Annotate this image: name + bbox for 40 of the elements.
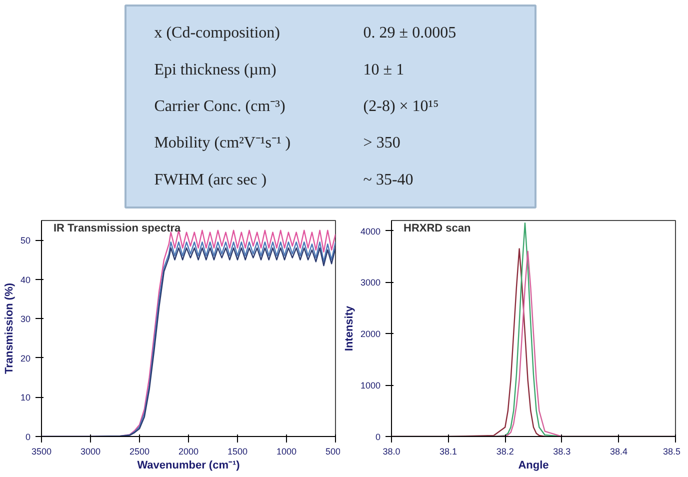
text: ~ 35-40 [363, 171, 414, 188]
x-tick-label: 38.3 [553, 446, 571, 456]
x-tick-label: 38.2 [496, 446, 514, 456]
x-tick-label: 2000 [178, 446, 199, 456]
y-tick-label: 0 [375, 432, 381, 442]
x-tick-label: 38.5 [662, 446, 681, 456]
text: > 350 [363, 134, 400, 152]
x-tick-label: 1000 [276, 446, 297, 456]
text: Epi thickness (µm) [154, 61, 276, 78]
x-tick-label: 3000 [80, 446, 101, 456]
x-axis-title: Angle [518, 460, 549, 472]
y-tick-label: 40 [20, 274, 31, 285]
y-axis-title: Intensity [343, 305, 356, 352]
text: Carrier Conc. (cm⁻³) [154, 98, 286, 115]
y-tick-label: 2000 [360, 329, 381, 340]
y-tick-label: 0 [25, 432, 31, 442]
y-tick-label: 1000 [360, 380, 381, 391]
x-axis-title: Wavenumber (cm⁻¹) [137, 460, 240, 472]
text: 10 ± 1 [363, 61, 404, 78]
x-tick-label: 1500 [227, 446, 248, 456]
x-tick-label: 38.1 [440, 446, 458, 456]
text: (2-8) × 10¹⁵ [363, 98, 439, 115]
y-tick-label: 30 [20, 314, 31, 324]
chart-title: IR Transmission spectra [54, 222, 182, 234]
chart-title: HRXRD scan [404, 222, 472, 234]
text: FWHM (arc sec ) [154, 171, 267, 188]
x-tick-label: 500 [325, 446, 341, 456]
x-tick-label: 38.0 [382, 446, 400, 456]
y-tick-label: 10 [20, 392, 31, 403]
y-tick-label: 4000 [360, 226, 381, 236]
x-tick-label: 3500 [31, 446, 52, 456]
text: x (Cd-composition) [154, 24, 280, 42]
y-tick-label: 20 [20, 353, 31, 364]
y-tick-label: 50 [20, 236, 31, 246]
x-tick-label: 38.4 [610, 446, 628, 456]
text: Mobility (cm²V⁻¹s⁻¹ ) [154, 134, 291, 152]
x-tick-label: 2500 [129, 446, 150, 456]
y-tick-label: 3000 [360, 278, 381, 288]
text: 0. 29 ± 0.0005 [363, 24, 456, 42]
y-axis-title: Transmission (%) [3, 282, 16, 374]
